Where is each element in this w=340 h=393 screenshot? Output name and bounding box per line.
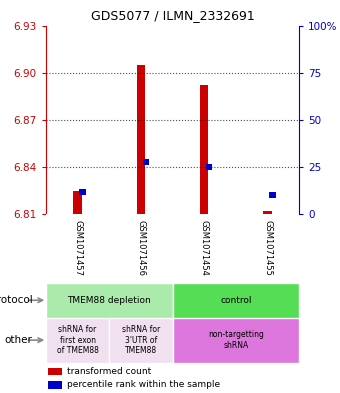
Bar — [173, 283, 299, 318]
Bar — [73, 191, 82, 214]
Bar — [80, 189, 86, 195]
Bar — [206, 164, 212, 170]
Bar — [109, 318, 172, 363]
Text: other: other — [4, 335, 32, 345]
Text: percentile rank within the sample: percentile rank within the sample — [67, 380, 221, 389]
Bar — [264, 211, 272, 214]
Bar — [48, 381, 62, 389]
Text: GSM1071456: GSM1071456 — [136, 220, 146, 275]
Text: TMEM88 depletion: TMEM88 depletion — [67, 296, 151, 305]
Text: shRNA for
3'UTR of
TMEM88: shRNA for 3'UTR of TMEM88 — [122, 325, 160, 355]
Title: GDS5077 / ILMN_2332691: GDS5077 / ILMN_2332691 — [91, 9, 254, 22]
Text: control: control — [220, 296, 252, 305]
Bar — [173, 318, 299, 363]
Bar — [269, 192, 276, 198]
Text: protocol: protocol — [0, 295, 32, 305]
Bar — [137, 65, 145, 214]
Text: GSM1071455: GSM1071455 — [263, 220, 272, 275]
Bar — [143, 159, 149, 165]
Text: GSM1071454: GSM1071454 — [200, 220, 209, 275]
Text: non-targetting
shRNA: non-targetting shRNA — [208, 331, 264, 350]
Text: transformed count: transformed count — [67, 367, 152, 376]
Bar — [46, 283, 173, 318]
Bar — [48, 368, 62, 375]
Text: shRNA for
first exon
of TMEM88: shRNA for first exon of TMEM88 — [57, 325, 99, 355]
Bar — [46, 318, 109, 363]
Text: GSM1071457: GSM1071457 — [73, 220, 82, 275]
Bar — [200, 85, 208, 214]
